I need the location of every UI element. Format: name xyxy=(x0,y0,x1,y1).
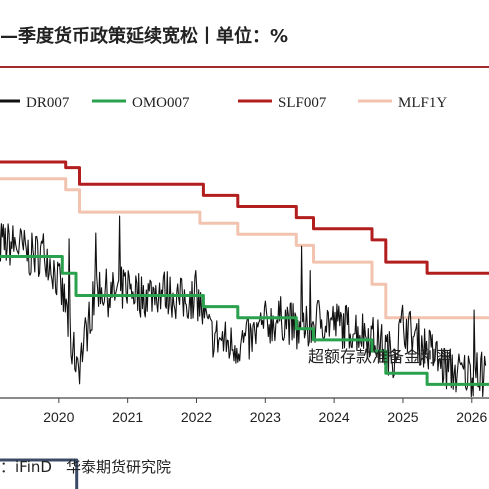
legend-label: DR007 xyxy=(26,95,70,111)
legend-item-omo007: OMO007 xyxy=(92,95,190,111)
source-label: ：iFinD xyxy=(0,458,52,476)
series-mlf1y xyxy=(0,177,489,320)
chart-legend: DR007 OMO007 SLF007 MLF1Y xyxy=(0,95,447,111)
source-org: 华泰期货研究院 xyxy=(65,458,171,476)
legend-label: SLF007 xyxy=(278,95,327,111)
legend-item-mlf1y: MLF1Y xyxy=(358,95,447,111)
title-divider xyxy=(0,66,489,68)
chart-title: —季度货币政策延续宽松丨单位：% xyxy=(0,26,289,47)
x-tick-label: 2023 xyxy=(250,409,281,425)
legend-label: MLF1Y xyxy=(398,95,447,111)
plot-area xyxy=(0,160,489,489)
legend-label: OMO007 xyxy=(132,95,190,111)
x-tick-label: 2020 xyxy=(43,409,74,425)
legend-item-slf007: SLF007 xyxy=(238,95,327,111)
series-dr007 xyxy=(0,215,487,398)
annotation-label: 超额存款准备金利率 xyxy=(308,347,452,366)
series-excess-reserve-rate xyxy=(0,458,79,489)
source-note: ：iFinD 华泰期货研究院 xyxy=(0,456,185,477)
annotations: 超额存款准备金利率 xyxy=(308,347,452,366)
series-slf007 xyxy=(0,160,489,275)
legend-item-dr007: DR007 xyxy=(0,95,70,111)
x-tick-label: 2021 xyxy=(112,409,143,425)
x-tick-label: 2025 xyxy=(387,409,418,425)
x-tick-label: 2022 xyxy=(181,409,212,425)
x-tick-label: 2026 xyxy=(456,409,487,425)
x-axis: 92020202120222023202420252026 xyxy=(0,397,489,425)
x-tick-label: 2024 xyxy=(319,409,350,425)
series-omo007 xyxy=(0,255,489,386)
